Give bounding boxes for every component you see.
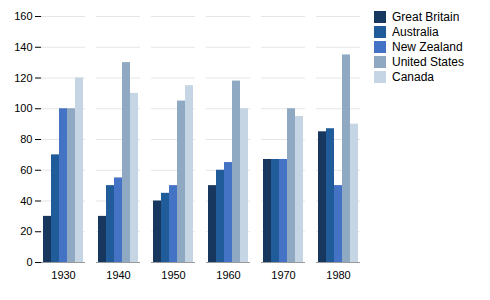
svg-text:120: 120 <box>14 72 32 84</box>
svg-text:0: 0 <box>26 256 32 268</box>
html-text:Canada: Canada <box>392 70 434 84</box>
html-text:New Zealand: New Zealand <box>392 40 463 54</box>
svg-text:40: 40 <box>20 195 32 207</box>
svg-text:80: 80 <box>20 133 32 145</box>
svg-text:1930: 1930 <box>51 269 75 281</box>
svg-text:160: 160 <box>14 10 32 22</box>
svg-text:1940: 1940 <box>106 269 130 281</box>
html-text:Australia: Australia <box>392 25 439 39</box>
svg-text:140: 140 <box>14 41 32 53</box>
html-text:Great Britain: Great Britain <box>392 10 460 24</box>
svg-text:20: 20 <box>20 225 32 237</box>
svg-text:1980: 1980 <box>326 269 350 281</box>
html-text:United States: United States <box>392 55 464 69</box>
svg-text:1960: 1960 <box>216 269 240 281</box>
svg-text:1970: 1970 <box>271 269 295 281</box>
svg-text:1950: 1950 <box>161 269 185 281</box>
svg-text:60: 60 <box>20 164 32 176</box>
svg-text:100: 100 <box>14 102 32 114</box>
